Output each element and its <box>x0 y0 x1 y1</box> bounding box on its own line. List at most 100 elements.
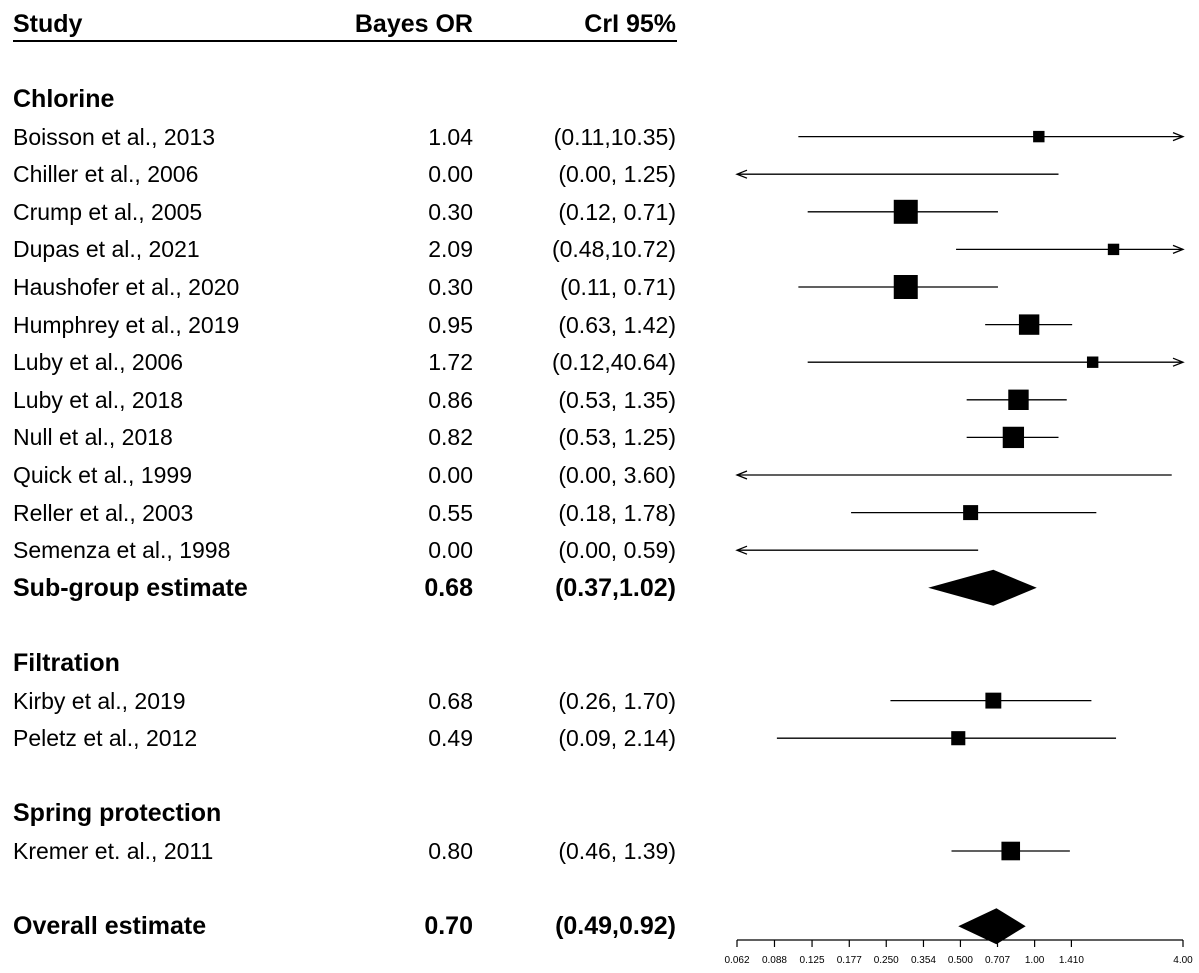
study-name: Humphrey et al., 2019 <box>13 311 240 338</box>
ci-arrow-left <box>735 169 748 179</box>
study-name: Luby et al., 2018 <box>13 386 184 413</box>
point-estimate <box>1002 426 1025 449</box>
group-heading-row: Chlorine <box>0 81 700 117</box>
point-estimate <box>893 275 918 299</box>
table-row: Haushofer et al., 2020 0.30 (0.11, 0.71) <box>0 269 700 305</box>
bayes-or-value: 0.30 <box>428 274 473 300</box>
bayes-or-value: 0.68 <box>428 687 473 714</box>
study-name: Overall estimate <box>13 912 207 941</box>
x-tick-label: 0.707 <box>985 955 1010 966</box>
x-tick-label: 0.125 <box>800 955 825 966</box>
header-rule <box>13 40 677 42</box>
point-estimate <box>985 692 1002 709</box>
cri-value: (0.46, 1.39) <box>558 838 676 864</box>
cri-value: (0.37,1.02) <box>555 573 676 602</box>
table-row: Humphrey et al., 2019 0.95 (0.63, 1.42) <box>0 307 700 343</box>
x-tick-label: 0.088 <box>762 955 787 966</box>
cri-value: (0.00, 3.60) <box>558 462 676 488</box>
point-estimate <box>1018 314 1040 335</box>
table-row: Reller et al., 2003 0.55 (0.18, 1.78) <box>0 495 700 531</box>
bayes-or-value: 0.55 <box>428 499 473 526</box>
table-row: Boisson et al., 2013 1.04 (0.11,10.35) <box>0 119 700 155</box>
table-row: Luby et al., 2018 0.86 (0.53, 1.35) <box>0 382 700 418</box>
x-tick-label: 1.410 <box>1059 955 1084 966</box>
bayes-or-value: 2.09 <box>428 236 473 263</box>
summary-diamond <box>928 569 1037 606</box>
cri-value: (0.09, 2.14) <box>558 725 676 752</box>
table-row: Peletz et al., 2012 0.49 (0.09, 2.14) <box>0 720 700 756</box>
study-name: Chlorine <box>13 85 115 113</box>
bayes-or-value: 0.86 <box>428 386 473 413</box>
cri-value: (0.26, 1.70) <box>558 687 676 714</box>
bayes-or-value: 0.00 <box>428 462 473 488</box>
cri-value: (0.11, 0.71) <box>560 274 676 300</box>
bayes-or-value: 0.30 <box>428 198 473 225</box>
table-row: Quick et al., 1999 0.00 (0.00, 3.60) <box>0 457 700 493</box>
bayes-or-value: 0.82 <box>428 424 473 451</box>
bayes-or-value: 0.70 <box>424 912 473 941</box>
bayes-or-value: 0.00 <box>428 161 473 188</box>
ci-arrow-right <box>1172 244 1185 255</box>
bayes-or-value: 0.95 <box>428 311 473 338</box>
x-tick-label: 0.062 <box>724 955 749 966</box>
table-row: Semenza et al., 1998 0.00 (0.00, 0.59) <box>0 532 700 568</box>
ci-arrow-left <box>735 545 748 555</box>
study-table: Chlorine Boisson et al., 2013 1.04 (0.11,10… <box>0 81 700 944</box>
cri-value: (0.53, 1.25) <box>558 424 676 451</box>
study-name: Crump et al., 2005 <box>13 198 203 225</box>
summary-diamond <box>958 908 1026 945</box>
study-name: Quick et al., 1999 <box>13 462 192 488</box>
study-name: Reller et al., 2003 <box>13 499 194 526</box>
ci-arrow-right <box>1172 357 1185 367</box>
group-heading-row: Filtration <box>0 645 700 681</box>
point-estimate <box>1001 841 1021 861</box>
study-name: Null et al., 2018 <box>13 424 173 451</box>
cri-value: (0.18, 1.78) <box>558 499 676 526</box>
table-row: Null et al., 2018 0.82 (0.53, 1.25) <box>0 419 700 455</box>
bayes-or-value: 1.04 <box>428 123 473 150</box>
study-name: Kirby et al., 2019 <box>13 687 186 714</box>
x-tick-label: 0.500 <box>948 955 973 966</box>
point-estimate <box>893 199 918 224</box>
point-estimate <box>951 731 966 746</box>
group-heading-row: Spring protection <box>0 795 700 831</box>
study-name: Kremer et. al., 2011 <box>13 838 214 864</box>
summary-row: Sub-group estimate 0.68 (0.37,1.02) <box>0 570 700 606</box>
cri-value: (0.12,40.64) <box>551 349 676 376</box>
x-tick-label: 1.00 <box>1025 955 1045 966</box>
study-name: Peletz et al., 2012 <box>13 725 198 752</box>
summary-row: Overall estimate 0.70 (0.49,0.92) <box>0 908 700 944</box>
table-row: Dupas et al., 2021 2.09 (0.48,10.72) <box>0 231 700 267</box>
bayes-or-value: 0.80 <box>428 838 473 864</box>
header-study: Study <box>13 10 83 38</box>
study-name: Haushofer et al., 2020 <box>13 274 240 300</box>
x-tick-label: 0.177 <box>837 955 862 966</box>
bayes-or-value: 0.00 <box>428 537 473 564</box>
x-tick-label: 0.354 <box>911 955 936 966</box>
study-name: Semenza et al., 1998 <box>13 537 231 564</box>
table-row: Kremer et. al., 2011 0.80 (0.46, 1.39) <box>0 833 700 869</box>
bayes-or-value: 0.68 <box>424 573 473 602</box>
point-estimate <box>1033 130 1045 143</box>
cri-value: (0.11,10.35) <box>553 123 676 150</box>
ci-arrow-right <box>1172 131 1185 142</box>
study-name: Luby et al., 2006 <box>13 349 184 376</box>
study-name: Sub-group estimate <box>13 573 248 602</box>
study-name: Dupas et al., 2021 <box>13 236 200 263</box>
table-row: Kirby et al., 2019 0.68 (0.26, 1.70) <box>0 683 700 719</box>
cri-value: (0.00, 0.59) <box>558 537 676 564</box>
cri-value: (0.00, 1.25) <box>558 161 676 188</box>
study-name: Boisson et al., 2013 <box>13 123 216 150</box>
point-estimate <box>1107 243 1120 256</box>
table-row: Crump et al., 2005 0.30 (0.12, 0.71) <box>0 194 700 230</box>
bayes-or-value: 1.72 <box>428 349 473 376</box>
cri-value: (0.48,10.72) <box>551 236 676 263</box>
point-estimate <box>1086 356 1099 368</box>
ci-arrow-left <box>735 470 748 480</box>
point-estimate <box>963 505 979 521</box>
point-estimate <box>1008 389 1029 410</box>
study-name: Filtration <box>13 649 120 677</box>
bayes-or-value: 0.49 <box>428 725 473 752</box>
x-tick-label: 4.00 <box>1173 955 1193 966</box>
